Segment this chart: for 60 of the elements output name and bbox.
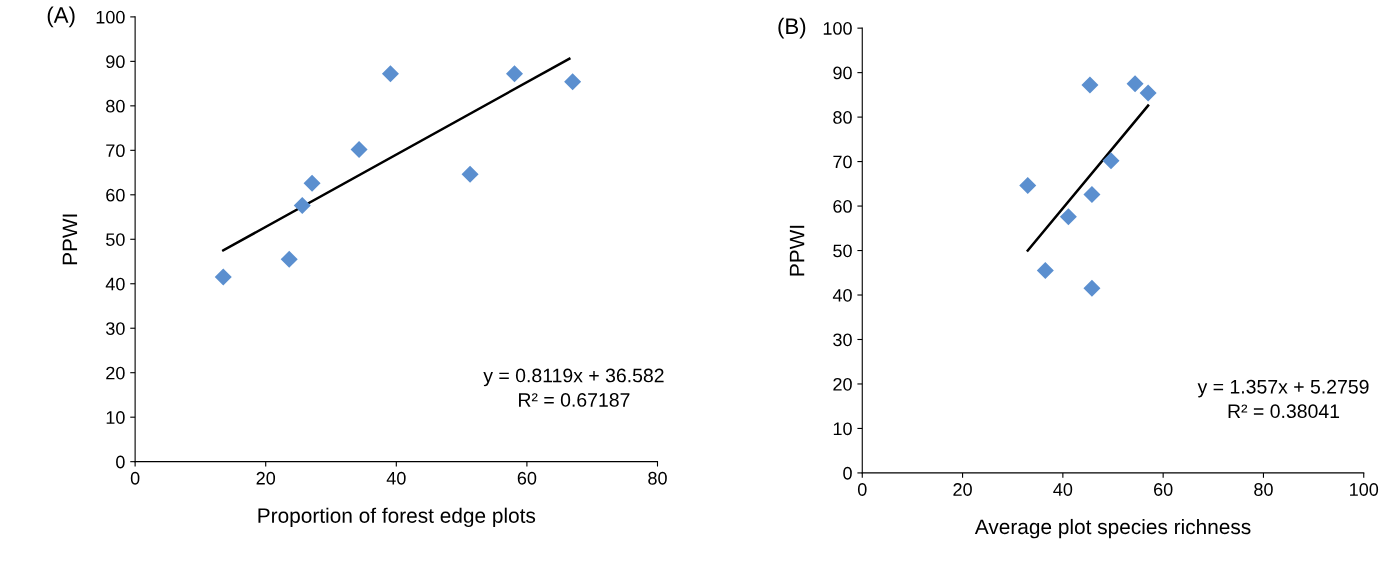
point [214,268,232,286]
x-tick-label: 80 [648,471,667,485]
x-tick-label: 80 [1254,483,1273,496]
y-tick-label: 70 [106,144,125,158]
x-tick-label: 60 [1154,483,1173,496]
y-tick-label: 30 [833,333,852,347]
point [564,73,582,91]
point [303,174,321,192]
point [293,196,311,214]
x-tick-label: 40 [386,471,406,485]
point [1019,177,1037,195]
annotation: y = 1.357x + 5.2759 [1197,379,1369,398]
x-tick-label: 0 [130,471,140,485]
point [1059,208,1077,226]
y-tick-label: 50 [833,244,852,258]
y-tick-label: 90 [106,55,125,69]
y-tick-label: 100 [96,10,125,24]
y-tick-label: 0 [116,455,125,469]
y-tick-label: 100 [823,22,852,35]
y-tick-label: 20 [106,366,125,380]
y-axis-title: PPWI [62,214,78,265]
x-tick-label: 20 [256,471,276,485]
y-tick-label: 40 [105,277,125,291]
point [1126,75,1144,93]
point [505,65,523,83]
x-axis-title: Average plot species richness [974,518,1251,539]
x-tick-label: 20 [953,483,972,496]
y-tick-label: 80 [833,111,852,124]
point [1102,152,1120,170]
x-tick-label: 0 [857,483,867,496]
x-tick-label: 100 [1350,483,1379,496]
y-tick-label: 70 [833,155,852,169]
point [1083,279,1101,297]
x-tick-label: 40 [1053,483,1073,496]
y-tick-label: 80 [106,99,125,113]
y-tick-label: 20 [833,377,852,391]
y-tick-label: 10 [106,411,125,424]
point [1081,76,1099,94]
x-tick-label: 60 [517,471,537,485]
y-tick-label: 60 [106,188,125,202]
y-tick-label: 90 [833,66,852,80]
y-tick-label: 10 [833,422,852,436]
point [1083,185,1101,203]
annotation: y = 0.8119x + 36.582 [483,368,664,387]
point [381,65,399,83]
annotation: R² = 0.67187 [519,393,630,407]
point [461,165,479,183]
y-tick-label: 30 [106,322,125,335]
annotation: R² = 0.38041 [1228,404,1340,419]
y-tick-label: 60 [833,199,852,213]
point [280,250,298,268]
x-axis-title: Proportion of forest edge plots [258,507,536,528]
text: (B) [778,17,806,39]
point [1139,84,1157,102]
point [1036,262,1054,280]
y-tick-label: 40 [832,288,852,302]
text: (A) [47,6,75,28]
y-tick-label: 50 [106,233,125,246]
y-axis-title: PPWI [789,225,805,276]
point [350,140,368,158]
